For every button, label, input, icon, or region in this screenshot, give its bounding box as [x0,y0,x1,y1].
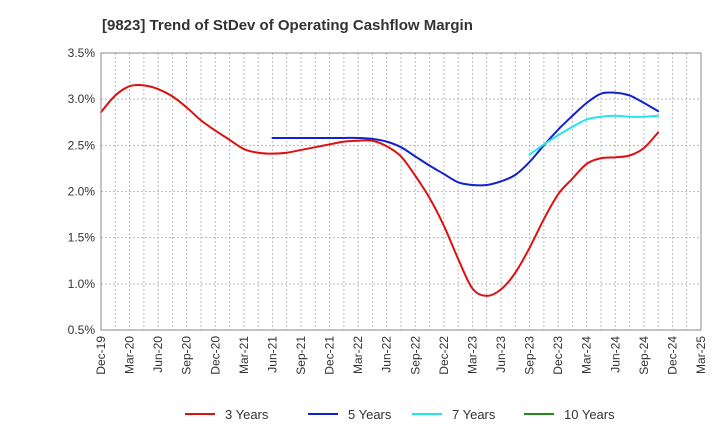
x-tick-label: Jun-20 [151,336,165,373]
series-line-2 [271,91,660,187]
y-tick-label: 2.0% [68,185,96,199]
x-tick-label: Sep-22 [408,336,422,375]
x-tick-label: Mar-21 [237,336,251,374]
x-tick-label: Mar-25 [694,336,708,374]
legend: 3 Years 5 Years 7 Years 10 Years [185,407,615,422]
y-tick-label: 3.5% [68,46,96,60]
legend-label: 7 Years [452,407,496,422]
y-tick-label: 2.5% [68,138,96,152]
x-tick-label: Sep-23 [523,336,537,375]
y-tick-label: 1.5% [68,231,96,245]
x-tick-label: Mar-22 [351,336,365,374]
legend-label: 5 Years [348,407,392,422]
grid [100,52,702,331]
legend-label: 3 Years [225,407,269,422]
legend-label: 10 Years [564,407,615,422]
y-tick-label: 3.0% [68,92,96,106]
x-tick-label: Dec-19 [94,336,108,375]
x-tick-label: Dec-20 [208,336,222,375]
x-tick-label: Jun-21 [265,336,279,373]
x-tick-label: Sep-24 [637,336,651,375]
chart-title: [9823] Trend of StDev of Operating Cashf… [102,17,473,34]
series-layer [100,83,660,297]
x-tick-label: Jun-24 [608,336,622,373]
x-tick-label: Sep-20 [180,336,194,375]
x-tick-label: Jun-22 [380,336,394,373]
series-line-3 [528,114,660,156]
x-tick-label: Dec-22 [437,336,451,375]
x-tick-label: Sep-21 [294,336,308,375]
y-tick-label: 0.5% [68,323,96,337]
series-line-1 [100,83,660,297]
y-axis-ticks: 0.5% 1.0% 1.5% 2.0% 2.5% 3.0% 3.5% [68,46,96,337]
x-tick-label: Mar-23 [465,336,479,374]
y-tick-label: 1.0% [68,277,96,291]
x-tick-label: Mar-24 [580,336,594,374]
x-tick-label: Dec-24 [665,336,679,375]
x-tick-label: Dec-23 [551,336,565,375]
x-tick-label: Mar-20 [123,336,137,374]
x-tick-label: Dec-21 [323,336,337,375]
x-tick-label: Jun-23 [494,336,508,373]
plot-frame [100,52,702,331]
x-axis-ticks: Dec-19 Mar-20 Jun-20 Sep-20 Dec-20 Mar-21 Jun-… [94,336,708,375]
